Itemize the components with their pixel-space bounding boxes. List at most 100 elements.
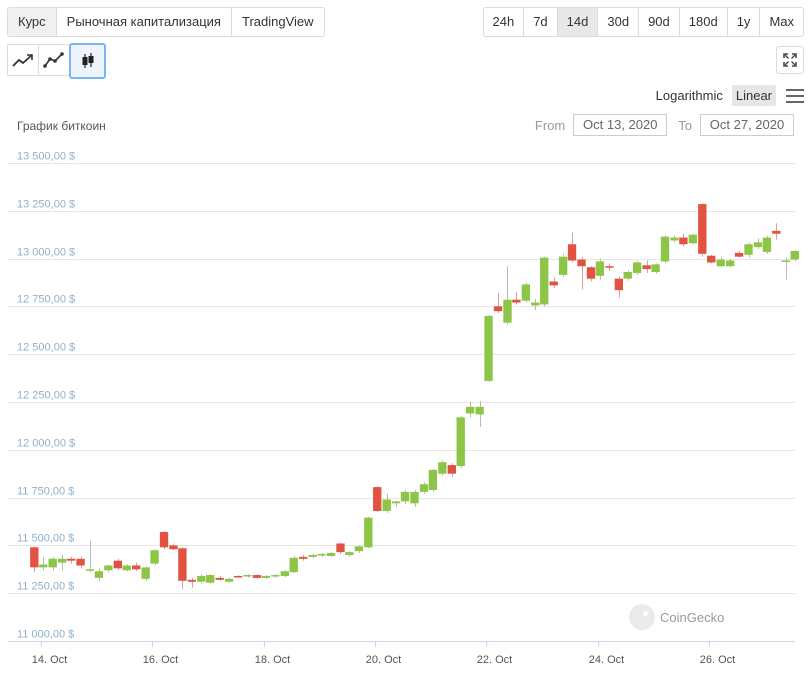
- range-1y-button[interactable]: 1y: [728, 8, 761, 36]
- from-date-input[interactable]: Oct 13, 2020: [573, 114, 668, 136]
- y-tick-label: 12 000,00 $: [17, 438, 75, 450]
- candle: [308, 554, 317, 558]
- to-label: To: [678, 117, 692, 133]
- candlestick-chart-button[interactable]: [69, 43, 106, 79]
- candle-body: [660, 236, 670, 262]
- scale-toggle: Logarithmic Linear: [647, 85, 804, 106]
- candle: [521, 282, 531, 303]
- candle-body: [187, 579, 197, 582]
- candle-body: [85, 569, 95, 571]
- tab-tradingview[interactable]: TradingView: [241, 14, 314, 29]
- range-24h-button[interactable]: 24h: [484, 8, 525, 36]
- from-label: From: [534, 117, 566, 133]
- y-tick-label: 11 250,00 $: [17, 581, 74, 593]
- range-30d-button[interactable]: 30d: [598, 8, 640, 36]
- candle-body: [76, 558, 85, 566]
- hamburger-menu-icon[interactable]: [786, 88, 804, 103]
- candle-body: [233, 575, 243, 578]
- candle: [753, 238, 763, 250]
- candle-body: [308, 554, 317, 557]
- fullscreen-button[interactable]: [776, 46, 804, 74]
- candle-body: [484, 315, 493, 381]
- logarithmic-scale-button[interactable]: Logarithmic: [655, 88, 723, 103]
- candle: [586, 266, 596, 282]
- candle-body: [642, 265, 651, 270]
- candle: [670, 235, 679, 243]
- candle: [382, 493, 391, 513]
- candle: [364, 516, 373, 549]
- y-tick-label: 11 750,00 $: [17, 486, 74, 498]
- candle-body: [679, 237, 688, 245]
- y-tick-label: 13 250,00 $: [17, 199, 75, 211]
- candle-body: [670, 237, 679, 241]
- candle: [716, 256, 725, 268]
- candle: [623, 270, 632, 281]
- candle: [400, 489, 410, 505]
- candle: [354, 545, 364, 554]
- candle-body: [744, 244, 753, 255]
- tab-market-cap[interactable]: Рыночная капитализация: [57, 8, 232, 36]
- candle-body: [178, 548, 187, 581]
- line-markers-chart-button[interactable]: [38, 44, 70, 76]
- candle-body: [558, 256, 568, 275]
- candle-body: [753, 242, 763, 248]
- candle-body: [493, 306, 503, 312]
- candle: [39, 556, 48, 571]
- candle-body: [772, 230, 781, 234]
- candle-body: [400, 491, 410, 502]
- line-chart-icon: [12, 54, 33, 67]
- candle-body: [419, 484, 429, 492]
- candle: [122, 564, 131, 572]
- candle: [456, 416, 465, 468]
- candle: [391, 500, 401, 508]
- candle-body: [540, 257, 549, 305]
- candle-body: [391, 501, 401, 504]
- range-7d-button[interactable]: 7d: [524, 8, 558, 36]
- candle-body: [521, 284, 531, 301]
- candle: [66, 556, 76, 564]
- coingecko-credit[interactable]: CoinGecko: [629, 604, 724, 630]
- candle: [233, 575, 243, 578]
- candle: [725, 258, 735, 268]
- candle: [410, 489, 419, 508]
- candle-body: [169, 545, 178, 550]
- candle: [549, 277, 558, 289]
- candle-body: [614, 278, 623, 291]
- candle: [466, 402, 475, 418]
- candle-body: [577, 259, 586, 267]
- candle-body: [373, 487, 382, 511]
- candle: [605, 263, 614, 272]
- candle-body: [206, 575, 215, 583]
- candle: [197, 574, 206, 584]
- range-14d-button[interactable]: 14d: [557, 8, 599, 36]
- to-date-input[interactable]: Oct 27, 2020: [700, 114, 794, 136]
- candle-body: [447, 465, 456, 474]
- candle: [744, 242, 753, 258]
- range-90d-button[interactable]: 90d: [639, 8, 680, 36]
- candle: [503, 266, 512, 325]
- candle-body: [243, 575, 252, 577]
- candle-body: [698, 204, 707, 254]
- candle: [781, 257, 790, 280]
- candle: [540, 256, 549, 307]
- grid-lines: [8, 163, 795, 647]
- candle-body: [531, 302, 540, 306]
- tab-price[interactable]: Курс: [8, 8, 57, 36]
- x-tick-label: 18. Oct: [255, 654, 290, 666]
- linear-scale-button[interactable]: Linear: [731, 85, 776, 106]
- range-max-button[interactable]: Max: [769, 14, 794, 29]
- candle-body: [141, 567, 150, 579]
- candle: [595, 258, 605, 280]
- candle: [772, 223, 781, 240]
- candle-body: [224, 578, 234, 582]
- candle-body: [261, 575, 271, 578]
- candle: [76, 556, 85, 569]
- candle: [531, 298, 540, 311]
- candle: [790, 249, 799, 262]
- candle: [104, 564, 113, 573]
- candle-body: [781, 260, 790, 263]
- range-180d-button[interactable]: 180d: [680, 8, 728, 36]
- candle: [660, 235, 670, 264]
- candle-body: [317, 554, 326, 556]
- candle-body: [707, 255, 716, 263]
